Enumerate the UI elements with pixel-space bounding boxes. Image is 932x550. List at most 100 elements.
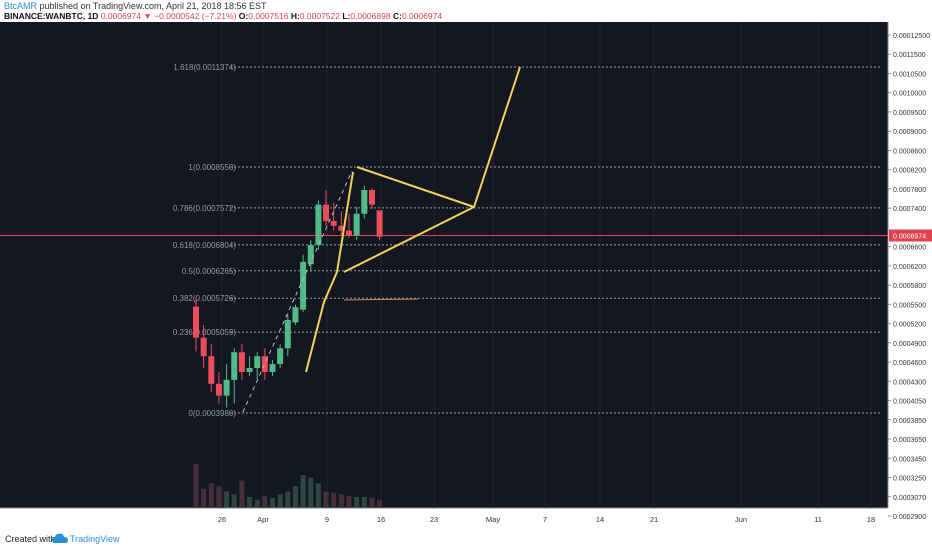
volume-bar	[239, 480, 245, 508]
candle-body	[254, 356, 261, 369]
candle-body	[246, 368, 253, 372]
candle-body	[284, 319, 291, 349]
y-tick-label: 0.0005500	[893, 302, 926, 309]
volume-bar	[315, 483, 321, 508]
last-price-label: 0.0006974	[893, 234, 926, 241]
open-label: O:	[238, 11, 249, 21]
price-chart[interactable]: 0.00012500 0.0011500 0.0010500 0.0010000 0.0…	[0, 22, 932, 528]
volume-bar	[270, 498, 275, 508]
volume-bar	[216, 486, 222, 508]
candle-body	[376, 210, 383, 237]
candle-body	[238, 352, 245, 372]
author-link[interactable]: BtcAMR	[4, 1, 38, 11]
tradingview-link[interactable]: TradingView	[70, 534, 120, 544]
volume-bar	[277, 494, 283, 508]
volume-bar	[323, 491, 329, 508]
candle-body	[361, 190, 368, 214]
x-tick-label: 23	[430, 515, 438, 524]
pennant-lower-line	[343, 206, 475, 273]
candle-body	[215, 383, 222, 396]
volume-bar	[208, 483, 214, 508]
close-value: 0.0006974	[401, 11, 443, 21]
price-axis-panel	[888, 22, 932, 508]
y-tick-label: 0.0003450	[893, 456, 926, 463]
candle-body	[338, 225, 345, 231]
time-axis-panel	[0, 508, 932, 528]
x-tick-label: 7	[543, 515, 547, 524]
close-label: C:	[392, 11, 402, 21]
chart-area[interactable]: 0.00012500 0.0011500 0.0010500 0.0010000 0.0…	[0, 22, 932, 528]
footer: Created with TradingView	[0, 528, 932, 550]
y-tick-label: 0.0009000	[893, 129, 926, 136]
breakout-target-line	[473, 66, 521, 208]
x-tick-label: Apr	[257, 515, 269, 524]
y-tick-label: 0.0004050	[893, 399, 926, 406]
candle-body	[269, 364, 276, 372]
x-tick-label: 18	[867, 515, 875, 524]
symbol-label: BINANCE:WANBTC, 1D	[4, 11, 99, 21]
volume-bar	[292, 486, 298, 508]
volume-bar	[247, 497, 253, 508]
x-tick-label: May	[486, 515, 500, 524]
volume-bar	[361, 497, 367, 508]
candle-body	[330, 220, 337, 226]
pennant-upper-line	[356, 166, 475, 208]
last-price: 0.0006974	[100, 11, 142, 21]
flagpole-line	[305, 171, 354, 373]
volume-bar	[331, 492, 337, 508]
y-tick-label: 0.0002900	[893, 514, 926, 521]
y-tick-label: 0.0006200	[893, 264, 926, 271]
volume-bar	[308, 477, 314, 508]
plot-background	[0, 22, 888, 508]
fib-level-label: 0(0.0003980)	[188, 409, 236, 418]
volume-bar	[369, 498, 375, 508]
fib-level-label: 0.618(0.0006804)	[173, 241, 237, 250]
high-label: H:	[290, 11, 300, 21]
candle-body	[277, 348, 284, 365]
x-tick-label: Jun	[735, 515, 747, 524]
volume-annotation-line	[343, 298, 419, 301]
volume-bar	[354, 497, 360, 508]
volume-bar	[201, 488, 207, 508]
y-tick-label: 0.0008200	[893, 168, 926, 175]
volume-bar	[300, 475, 306, 508]
published-text: published on TradingView.com, April 21, …	[39, 1, 267, 11]
publication-info: BtcAMR published on TradingView.com, Apr…	[4, 1, 267, 11]
fib-level-label: 1.618(0.0011374)	[173, 63, 236, 72]
publication-header: BtcAMR published on TradingView.com, Apr…	[0, 0, 932, 22]
fib-level-label: 0.236(0.0005059)	[173, 328, 237, 337]
symbol-legend: BINANCE:WANBTC, 1D 0.0006974 ▼ −0.000054…	[4, 11, 442, 21]
candle-body	[261, 356, 268, 372]
y-tick-label: 0.0003070	[893, 495, 926, 502]
candle-body	[208, 356, 215, 384]
created-with-text: Created with	[5, 534, 56, 544]
x-tick-label: 14	[596, 515, 604, 524]
x-tick-label: 9	[325, 515, 329, 524]
y-tick-label: 0.0007400	[893, 206, 926, 213]
low-label: L:	[342, 11, 351, 21]
y-tick-label: 0.0010000	[893, 91, 926, 98]
volume-bar	[224, 491, 230, 508]
open-value: 0.0007516	[248, 11, 289, 21]
candle-body	[223, 379, 230, 396]
candle-body	[193, 306, 199, 338]
last-price-badge	[889, 229, 932, 242]
candle-body	[346, 230, 352, 236]
y-tick-label: 0.0005800	[893, 283, 926, 290]
x-tick-label: 21	[650, 515, 658, 524]
volume-bar	[346, 495, 352, 508]
price-change: −0.0000542 (−7.21%)	[154, 11, 237, 21]
y-tick-label: 0.0006600	[893, 245, 926, 252]
volume-bar	[254, 499, 260, 508]
candle-body	[353, 213, 360, 236]
candle-body	[323, 204, 330, 221]
x-tick-label: 26	[218, 515, 226, 524]
candle-body	[315, 204, 322, 246]
low-value: 0.0006898	[350, 11, 391, 21]
volume-bar	[377, 499, 383, 508]
y-tick-label: 0.0010500	[893, 71, 926, 78]
candle-body	[231, 352, 238, 380]
high-value: 0.0007522	[299, 11, 340, 21]
candle-body	[368, 190, 375, 205]
x-tick-label: 16	[377, 515, 385, 524]
